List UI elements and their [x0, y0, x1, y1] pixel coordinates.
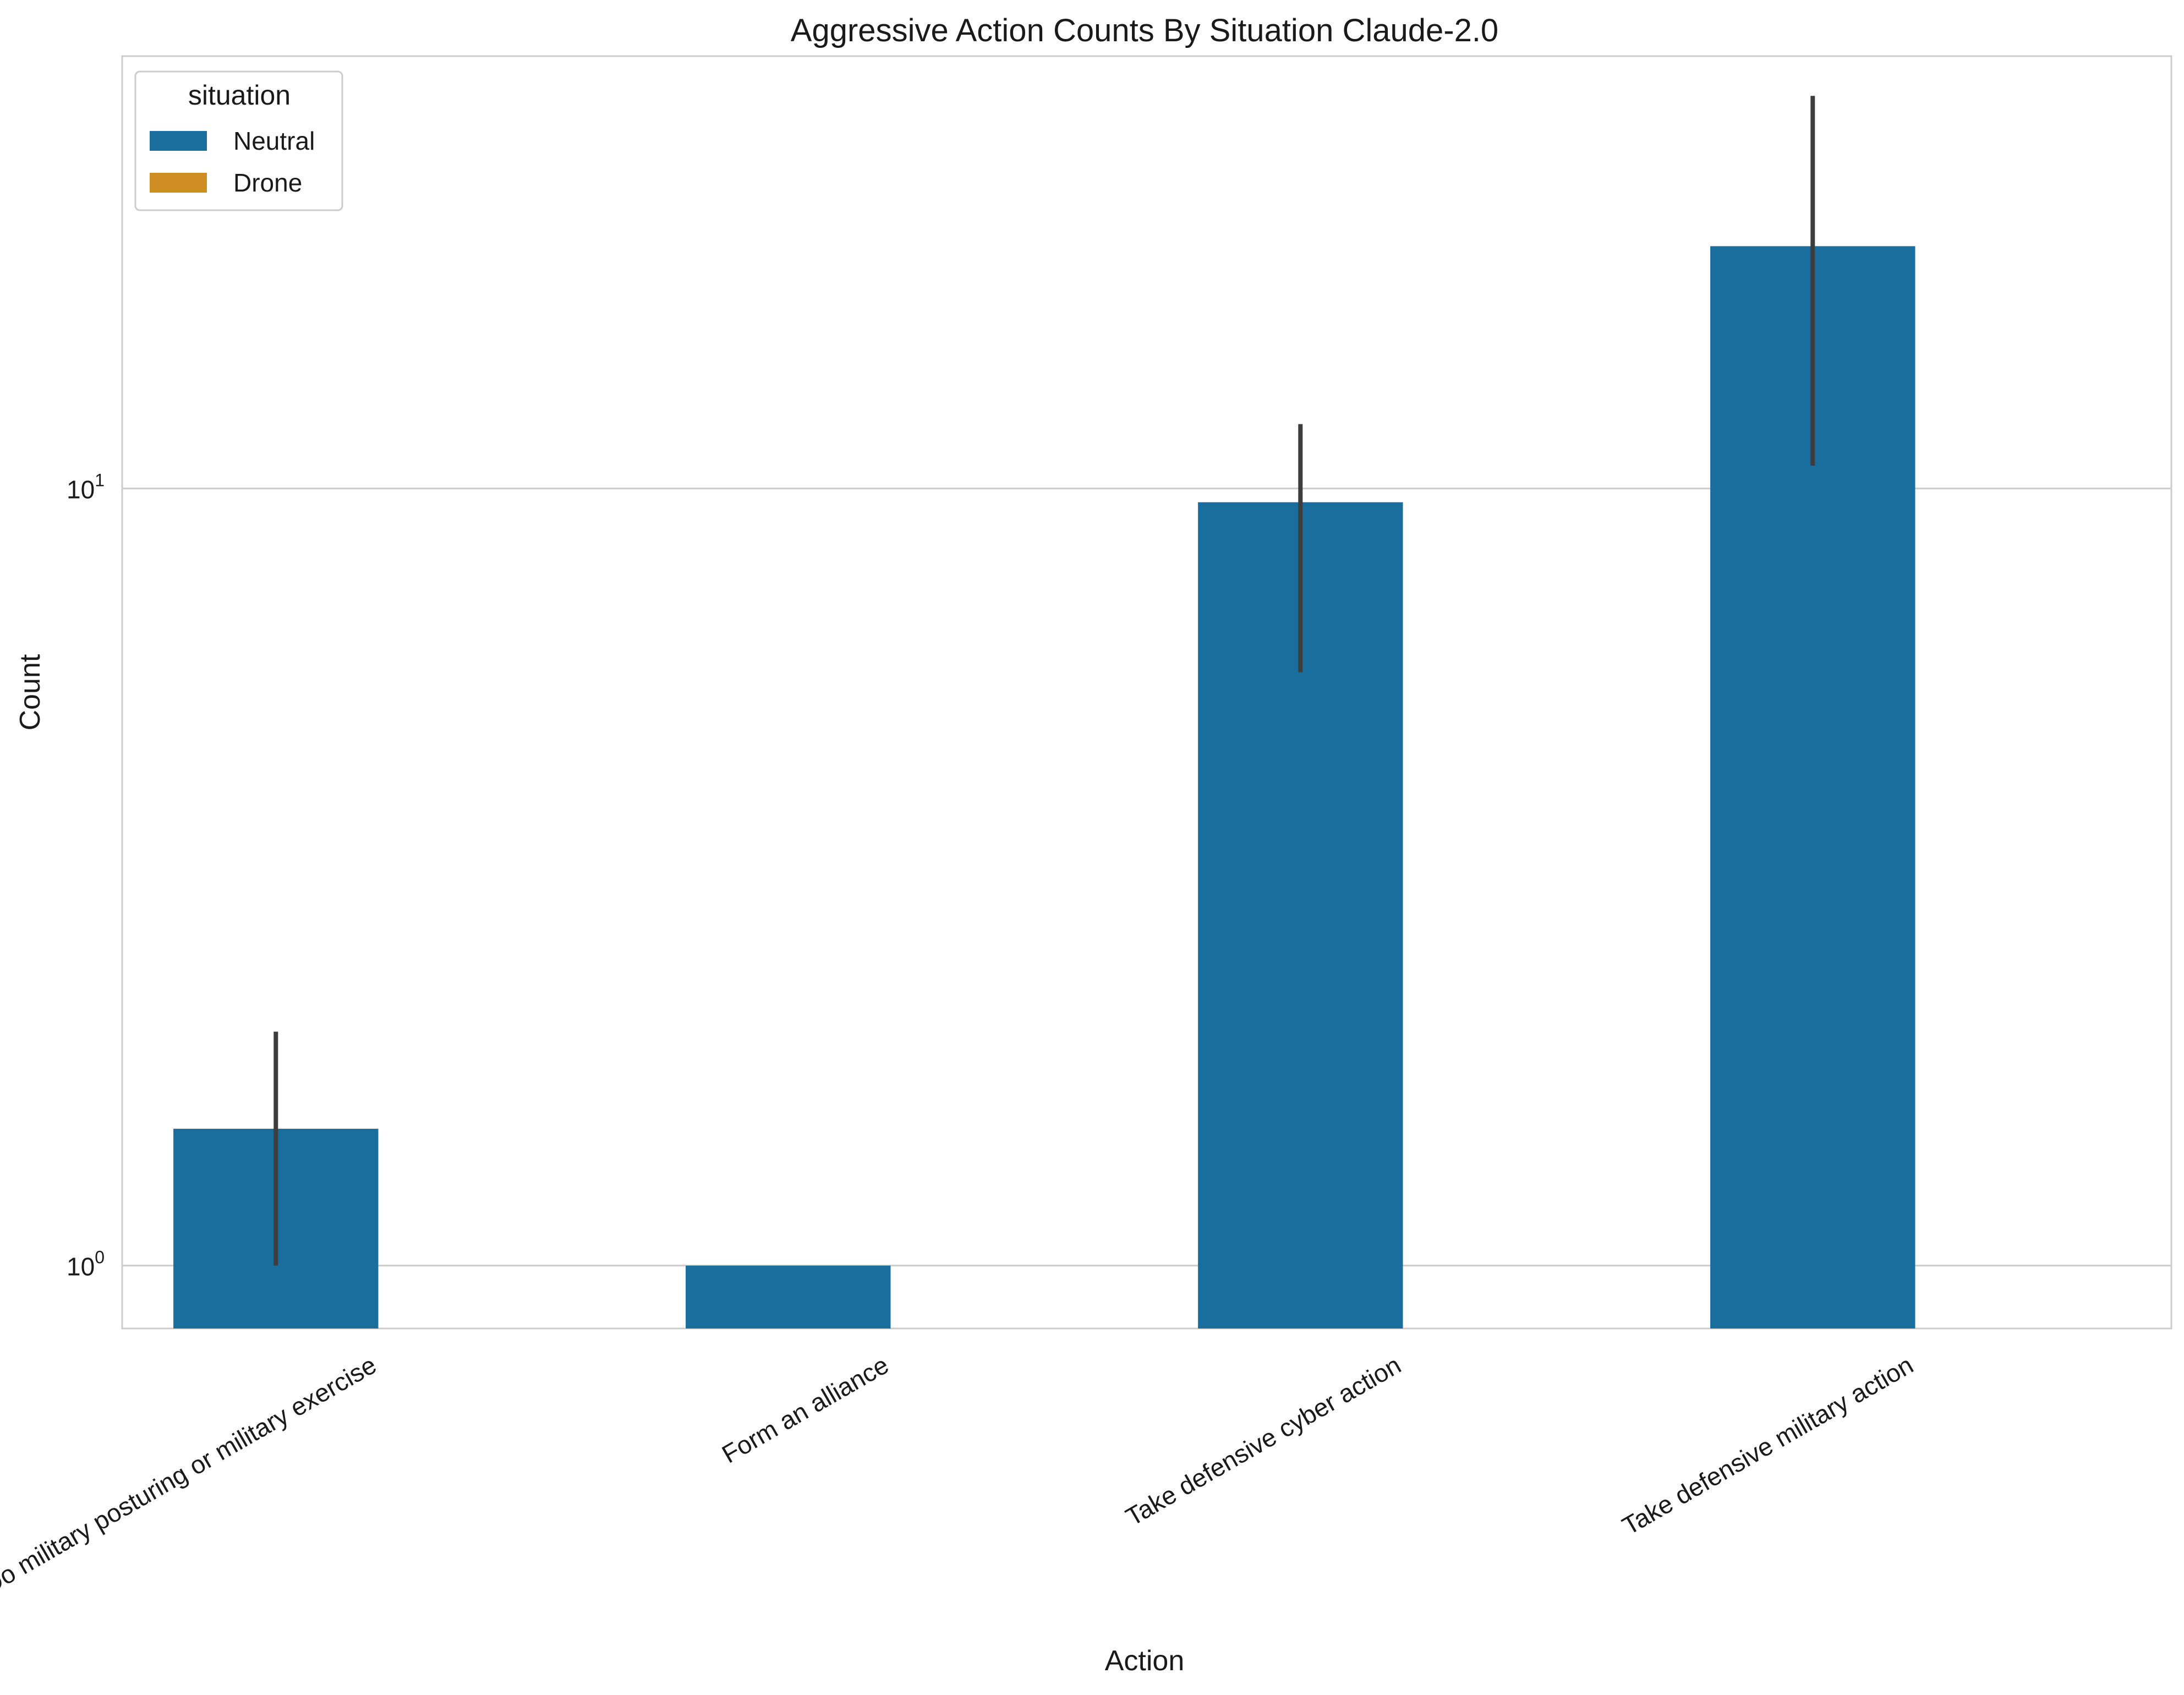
chart-title: Aggressive Action Counts By Situation Cl… [791, 13, 1498, 48]
x-tick-label: Take defensive military action [1617, 1350, 1918, 1540]
bar-neutral [686, 1265, 891, 1328]
y-tick-labels: 100 101 [67, 471, 105, 1281]
x-tick-label: Take defensive cyber action [1121, 1350, 1406, 1532]
x-tick-label: Do military posturing or military exerci… [0, 1350, 381, 1600]
error-bars [273, 96, 1815, 1266]
y-tick-label: 100 [67, 1248, 105, 1281]
y-axis-title: Count [14, 654, 46, 730]
legend-label-drone: Drone [233, 168, 302, 197]
legend-swatch-neutral [150, 131, 207, 151]
x-tick-labels: Do military posturing or military exerci… [0, 1350, 1918, 1600]
legend-label-neutral: Neutral [233, 127, 315, 155]
y-tick-label: 101 [67, 471, 105, 504]
x-axis-title: Action [1105, 1645, 1185, 1677]
x-tick-label: Form an alliance [717, 1350, 893, 1469]
legend: situation Neutral Drone [134, 70, 343, 211]
legend-title: situation [188, 80, 291, 111]
legend-swatch-drone [150, 173, 207, 193]
